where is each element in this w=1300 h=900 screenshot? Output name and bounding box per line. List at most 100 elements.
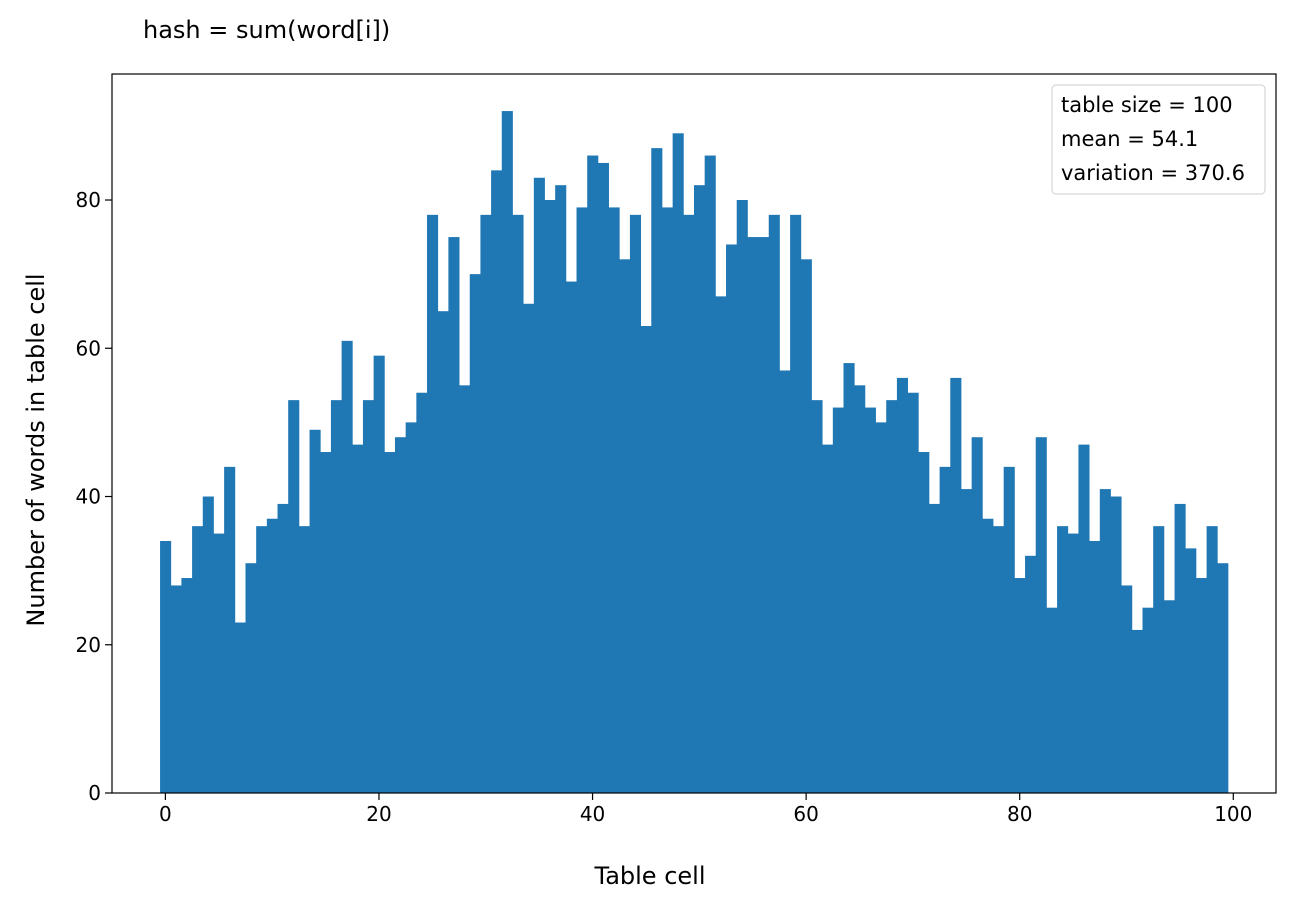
bar-cell-1 [170, 585, 182, 793]
x-tick-label-80: 80 [1007, 802, 1032, 826]
bar-cell-46 [651, 148, 663, 793]
bar-cell-76 [971, 437, 983, 793]
plot-frame [111, 73, 1277, 794]
bar-cell-37 [555, 185, 567, 793]
bar-cell-5 [213, 533, 225, 793]
bar-cell-61 [811, 400, 823, 793]
bar-cell-79 [1003, 466, 1015, 793]
bar-cell-96 [1185, 548, 1197, 793]
bar-cell-34 [523, 303, 535, 793]
bar-cell-45 [640, 326, 652, 793]
bar-cell-90 [1121, 585, 1133, 793]
bar-cell-69 [896, 377, 908, 793]
bar-cell-64 [843, 363, 855, 793]
bar-cell-83 [1046, 607, 1058, 793]
legend-variation: variation = 370.6 [1061, 161, 1245, 185]
bar-cell-48 [672, 133, 684, 794]
y-tick-label-20: 20 [76, 633, 101, 657]
bar-cell-81 [1025, 555, 1037, 793]
bar-cell-3 [192, 526, 204, 793]
bar-cell-24 [416, 392, 428, 793]
bar-cell-72 [928, 503, 941, 793]
legend-mean: mean = 54.1 [1061, 127, 1198, 151]
bar-cell-6 [224, 466, 236, 793]
y-axis-label: Number of words in table cell [22, 273, 50, 626]
bar-cell-4 [202, 496, 214, 793]
x-tick-label-20: 20 [366, 802, 391, 826]
bar-cell-21 [384, 452, 396, 793]
bar-cell-2 [181, 578, 193, 793]
bar-cell-65 [854, 385, 866, 793]
bar-cell-40 [587, 155, 599, 794]
bar-cell-78 [993, 526, 1005, 793]
bar-cell-44 [629, 214, 642, 794]
bar-cell-54 [736, 200, 748, 793]
bar-cell-13 [298, 526, 310, 793]
bar-cell-82 [1035, 437, 1047, 793]
bar-cell-84 [1057, 526, 1069, 793]
bar-cell-50 [694, 185, 706, 793]
bar-cell-58 [779, 370, 791, 793]
bar-cell-38 [565, 281, 577, 793]
bar-cell-59 [790, 214, 802, 794]
x-tick-label-0: 0 [159, 802, 172, 826]
y-tick-label-0: 0 [88, 781, 101, 805]
bar-cell-99 [1217, 563, 1229, 793]
bar-cell-22 [394, 437, 407, 793]
bar-cell-89 [1110, 496, 1122, 793]
legend-table-size: table size = 100 [1061, 93, 1233, 117]
bar-cell-9 [256, 526, 268, 793]
bar-cell-97 [1195, 578, 1207, 793]
bar-cell-28 [459, 385, 471, 793]
bar-cell-47 [661, 207, 674, 794]
bar-cell-68 [886, 400, 898, 793]
bar-cell-70 [907, 392, 919, 793]
bars-group [160, 111, 1229, 794]
x-axis-label: Table cell [594, 862, 706, 890]
bar-cell-87 [1089, 540, 1101, 793]
bar-cell-10 [266, 518, 278, 793]
bar-cell-92 [1142, 607, 1154, 793]
bar-cell-29 [469, 274, 481, 793]
bar-cell-67 [875, 422, 887, 793]
bar-cell-63 [832, 407, 844, 793]
legend-box [1051, 84, 1266, 195]
bar-cell-95 [1174, 503, 1186, 793]
bar-cell-7 [234, 622, 246, 793]
bar-cell-60 [800, 259, 812, 793]
bar-cell-17 [341, 340, 353, 793]
bar-cell-86 [1078, 444, 1090, 793]
bar-cell-32 [501, 111, 513, 793]
bar-cell-36 [544, 200, 556, 793]
bar-cell-74 [950, 377, 962, 793]
bar-cell-12 [288, 400, 300, 793]
bar-cell-26 [437, 311, 449, 793]
bar-cell-35 [533, 177, 545, 793]
bar-cell-39 [576, 207, 588, 794]
y-tick-label-40: 40 [76, 485, 101, 509]
x-tick-label-100: 100 [1214, 802, 1252, 826]
y-tick-label-80: 80 [76, 188, 101, 212]
y-tick-label-60: 60 [76, 336, 101, 360]
bar-cell-94 [1163, 600, 1175, 793]
x-tick-label-60: 60 [793, 802, 818, 826]
bar-cell-19 [362, 400, 375, 793]
bar-cell-23 [405, 422, 417, 793]
bar-cell-14 [309, 429, 321, 793]
bar-cell-11 [277, 503, 289, 793]
bar-cell-51 [704, 155, 716, 794]
bar-cell-16 [330, 400, 342, 793]
bar-cell-42 [608, 207, 620, 794]
x-axis-ticks: 0 20 40 60 80 100 [159, 793, 1252, 826]
bar-cell-91 [1131, 629, 1143, 793]
bar-cell-41 [597, 162, 609, 793]
bar-cell-56 [758, 237, 770, 793]
bar-cell-25 [427, 214, 439, 794]
bar-cell-18 [352, 444, 364, 793]
bar-cell-62 [822, 444, 834, 793]
bar-cell-43 [619, 259, 631, 793]
bar-cell-8 [245, 563, 257, 793]
bar-cell-30 [480, 214, 492, 794]
bar-cell-80 [1014, 578, 1026, 793]
bar-cell-66 [864, 407, 876, 793]
